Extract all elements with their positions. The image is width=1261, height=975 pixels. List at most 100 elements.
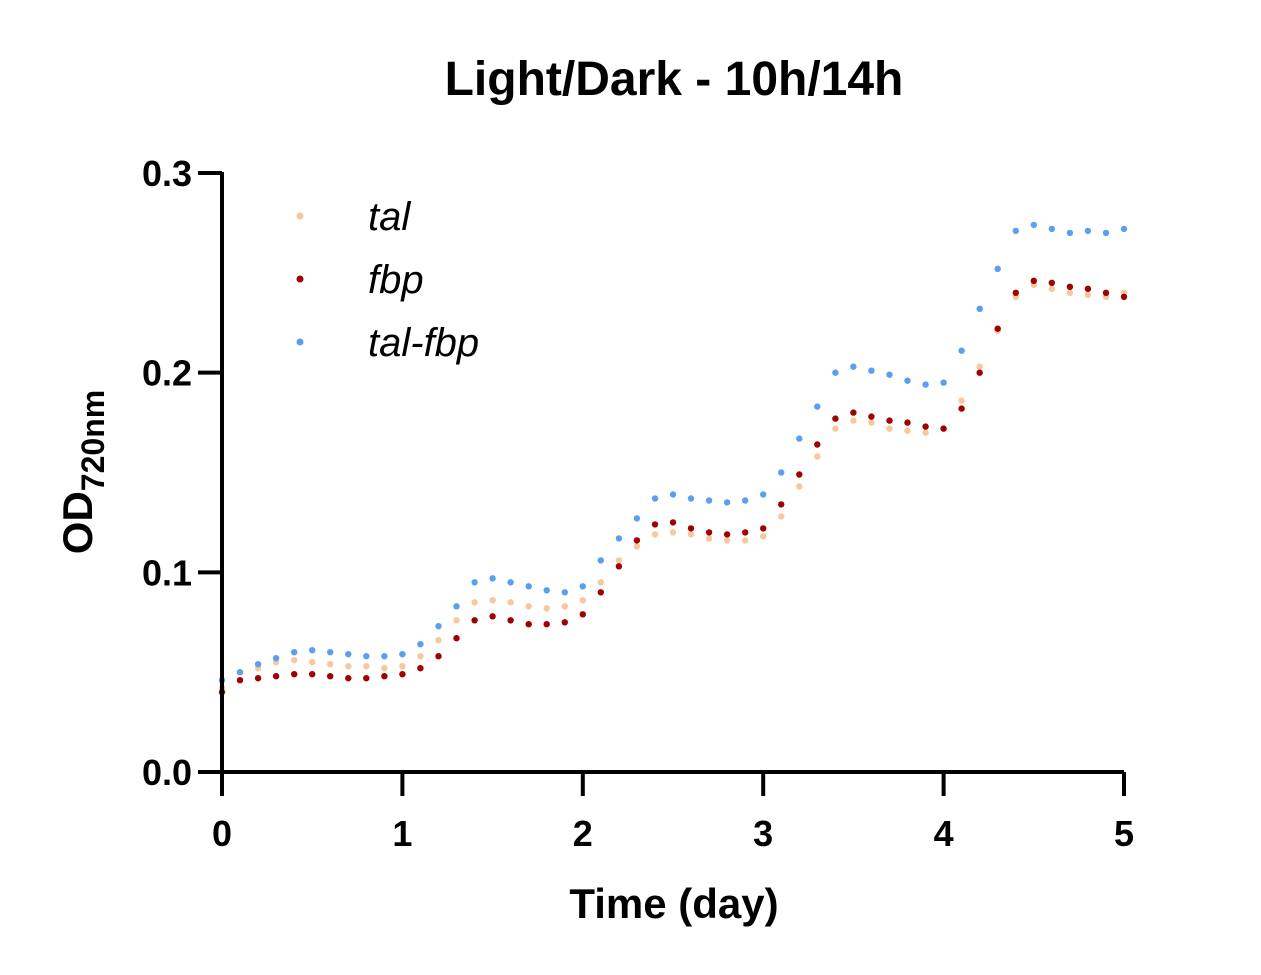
chart-title: Light/Dark - 10h/14h bbox=[445, 53, 904, 106]
data-point bbox=[453, 603, 460, 610]
data-point bbox=[1120, 225, 1128, 233]
axis-ticks: 0 1 2 3 4 5 0.0 0.1 0.2 0.3 bbox=[142, 153, 1134, 854]
data-point bbox=[886, 417, 893, 424]
data-point bbox=[579, 597, 586, 604]
data-point bbox=[723, 531, 731, 538]
data-point bbox=[1048, 279, 1056, 286]
data-point bbox=[381, 673, 388, 680]
x-tick-label: 0 bbox=[212, 813, 232, 854]
data-point bbox=[1102, 289, 1110, 296]
data-point bbox=[453, 635, 460, 642]
data-point bbox=[435, 623, 442, 630]
data-point bbox=[651, 531, 659, 538]
data-point bbox=[976, 305, 983, 312]
legend-marker-tal bbox=[296, 212, 304, 220]
data-point bbox=[904, 419, 911, 426]
data-point bbox=[940, 425, 947, 432]
series-tal bbox=[218, 281, 1128, 692]
data-point bbox=[904, 427, 911, 434]
data-point bbox=[1066, 229, 1074, 237]
data-point bbox=[543, 587, 550, 594]
data-point bbox=[399, 663, 406, 670]
data-point bbox=[922, 429, 929, 436]
y-axis-label-main: OD bbox=[54, 491, 101, 554]
data-point bbox=[832, 425, 839, 432]
data-point bbox=[958, 405, 965, 412]
data-point bbox=[796, 483, 803, 490]
data-point bbox=[345, 675, 352, 682]
data-point bbox=[760, 491, 767, 498]
series-tal-fbp bbox=[218, 221, 1128, 684]
data-point bbox=[922, 381, 929, 388]
data-point bbox=[796, 471, 803, 478]
data-point bbox=[1084, 227, 1092, 235]
data-point bbox=[507, 599, 514, 606]
data-point bbox=[742, 537, 749, 544]
data-point bbox=[597, 557, 604, 564]
data-point bbox=[651, 495, 659, 502]
y-tick-label: 0.1 bbox=[142, 552, 192, 593]
data-point bbox=[760, 533, 767, 540]
data-point bbox=[832, 369, 839, 376]
data-point bbox=[958, 347, 965, 354]
data-point bbox=[922, 423, 929, 430]
data-point bbox=[291, 657, 298, 664]
data-point bbox=[1030, 221, 1038, 229]
data-point bbox=[778, 469, 785, 476]
data-point bbox=[417, 665, 424, 672]
data-point bbox=[705, 497, 713, 504]
data-point bbox=[399, 671, 406, 678]
y-tick-label: 0.3 bbox=[142, 153, 192, 194]
data-point bbox=[886, 371, 893, 378]
data-point bbox=[723, 499, 731, 506]
data-point bbox=[489, 613, 496, 620]
data-point bbox=[489, 575, 496, 582]
data-point bbox=[525, 603, 532, 610]
data-point bbox=[651, 521, 659, 528]
data-point bbox=[1084, 291, 1092, 298]
y-tick-label: 0.2 bbox=[142, 353, 192, 394]
y-tick-label: 0.0 bbox=[142, 752, 192, 793]
data-point bbox=[561, 589, 568, 596]
legend-label-fbp: fbp bbox=[368, 258, 424, 302]
data-point bbox=[832, 415, 839, 422]
data-point bbox=[561, 619, 568, 626]
data-point bbox=[254, 675, 262, 682]
data-point bbox=[507, 617, 514, 624]
data-point bbox=[687, 525, 695, 532]
data-point bbox=[471, 579, 478, 586]
data-point bbox=[327, 661, 334, 668]
data-point bbox=[236, 669, 244, 676]
data-point bbox=[850, 409, 857, 416]
x-tick-label: 3 bbox=[753, 813, 773, 854]
x-axis-label: Time (day) bbox=[569, 880, 778, 927]
data-point bbox=[417, 653, 424, 660]
data-point bbox=[633, 537, 641, 544]
data-point bbox=[940, 379, 947, 386]
data-point bbox=[669, 519, 677, 526]
data-point bbox=[994, 265, 1001, 272]
data-point bbox=[778, 501, 785, 508]
data-points bbox=[218, 221, 1128, 696]
data-point bbox=[633, 515, 641, 522]
data-point bbox=[471, 617, 478, 624]
series-fbp bbox=[218, 277, 1128, 696]
data-point bbox=[615, 557, 623, 564]
data-point bbox=[904, 377, 911, 384]
data-point bbox=[886, 425, 893, 432]
data-point bbox=[633, 543, 641, 550]
data-point bbox=[814, 441, 821, 448]
data-point bbox=[850, 363, 857, 370]
data-point bbox=[687, 531, 695, 538]
data-point bbox=[254, 661, 262, 668]
data-point bbox=[687, 495, 695, 502]
data-point bbox=[597, 589, 604, 596]
x-tick-label: 1 bbox=[392, 813, 412, 854]
data-point bbox=[669, 491, 677, 498]
y-axis-label-sub: 720nm bbox=[75, 390, 111, 491]
x-tick-label: 5 bbox=[1114, 813, 1134, 854]
data-point bbox=[381, 653, 388, 660]
data-point bbox=[1066, 289, 1074, 296]
legend: tal fbp tal-fbp bbox=[296, 195, 479, 365]
data-point bbox=[525, 583, 532, 590]
